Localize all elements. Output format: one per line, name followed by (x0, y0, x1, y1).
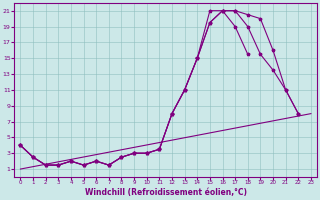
X-axis label: Windchill (Refroidissement éolien,°C): Windchill (Refroidissement éolien,°C) (85, 188, 247, 197)
